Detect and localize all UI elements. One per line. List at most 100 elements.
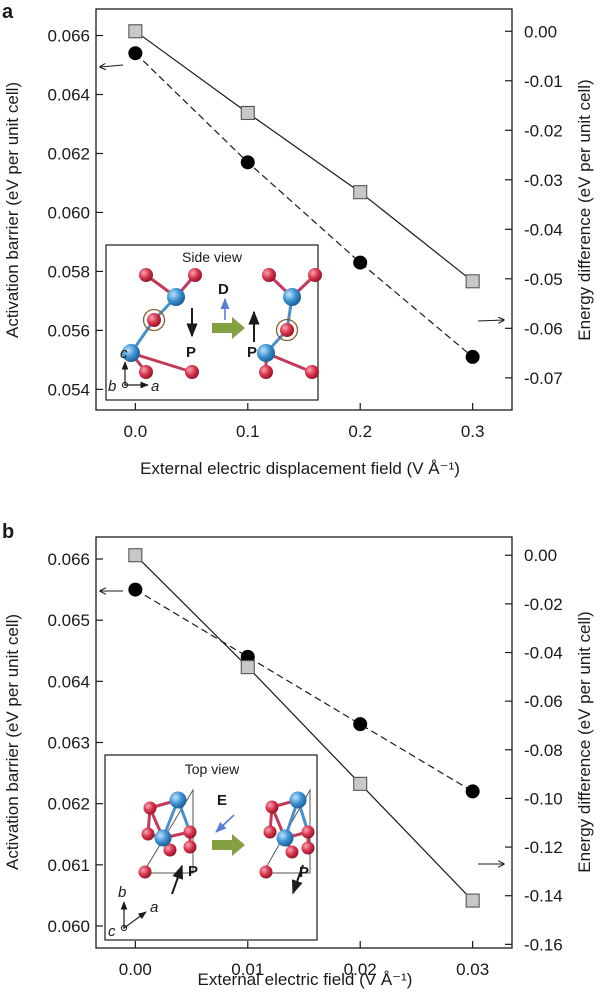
structure-right: [257, 268, 322, 379]
y2-axis-label: Energy difference (eV per unit cell): [575, 611, 594, 872]
energy-data-point: [240, 660, 255, 675]
right-axis-pointer: [477, 320, 504, 321]
x-axis-label: External electric displacement field (V …: [140, 459, 460, 478]
energy-data-point: [240, 105, 255, 121]
y-tick-label: 0.063: [47, 734, 90, 753]
structure-left: [122, 268, 202, 379]
inset-field-label: D: [218, 281, 229, 298]
axis-c-label: c: [120, 345, 128, 362]
panel-a: a 0.054 0.056 0.058 0.060 0.062 0.064 0.066 -0…: [2, 1, 594, 478]
y2-tick-label: -0.06: [524, 319, 563, 338]
y2-tick-label: -0.12: [524, 838, 563, 857]
inset-p-label-left: P: [186, 344, 196, 361]
energy-series-line: [135, 30, 473, 282]
panel-a-inset: Side view P D: [105, 244, 322, 401]
inset-title: Side view: [182, 249, 243, 265]
inset-frame: [105, 244, 319, 401]
barrier-series-line: [134, 52, 473, 358]
x-tick-label: 0.01: [231, 960, 264, 979]
y2-tick-label: 0.00: [524, 546, 557, 565]
x-tick-label: 0.3: [461, 422, 485, 441]
panel-b-inset: Top view: [104, 754, 318, 941]
inset-title: Top view: [185, 761, 240, 777]
y2-tick-label: -0.16: [524, 935, 563, 954]
y2-axis-label: Energy difference (eV per unit cell): [575, 79, 594, 340]
x-tick-label: 0.1: [236, 422, 260, 441]
barrier-data-point: [240, 155, 255, 170]
y-tick-label: 0.058: [47, 262, 90, 281]
panel-a-letter: a: [2, 1, 14, 23]
y-tick-label: 0.065: [47, 611, 90, 630]
left-axis-pointer: [100, 65, 124, 67]
y-tick-label: 0.060: [47, 917, 90, 936]
y2-tick-label: -0.10: [524, 789, 563, 808]
energy-data-point: [353, 185, 368, 200]
y-tick-label: 0.066: [47, 27, 90, 46]
y2-tick-label: -0.02: [524, 595, 563, 614]
y2-tick-label: 0.00: [524, 22, 557, 41]
energy-data-point: [465, 893, 480, 908]
x-tick-label: 0.03: [456, 960, 489, 979]
panel-b: b 0.060 0.061 0.062 0.063 0.064 0.065 0.066 -0…: [2, 521, 594, 989]
structure-right: [259, 788, 315, 879]
y2-tick-label: -0.14: [524, 887, 563, 906]
barrier-data-point: [465, 349, 480, 364]
panel-a-plot-frame: [95, 8, 513, 411]
y-axis-label: Activation barrier (eV per unit cell): [3, 82, 22, 338]
y-tick-label: 0.064: [47, 672, 90, 691]
y2-tick-label: -0.04: [524, 220, 563, 239]
transition-arrow: [212, 317, 245, 339]
y-tick-label: 0.066: [47, 550, 90, 569]
axis-b-label: b: [108, 378, 116, 395]
y2-tick-label: -0.07: [524, 369, 563, 388]
y2-tick-label: -0.08: [524, 741, 563, 760]
inset-frame: [104, 754, 318, 941]
barrier-data-point: [465, 784, 480, 799]
barrier-data-point: [353, 717, 368, 732]
polarization-arrow-right: [291, 864, 304, 895]
y-tick-label: 0.061: [47, 856, 90, 875]
energy-data-point: [465, 274, 480, 289]
y-tick-label: 0.062: [47, 795, 90, 814]
axis-c-label: c: [108, 923, 116, 940]
transition-arrow: [212, 834, 245, 856]
inset-field-label: E: [217, 792, 227, 809]
barrier-data-point: [128, 582, 143, 597]
y-tick-label: 0.064: [47, 86, 90, 105]
field-arrow: [215, 814, 235, 833]
crystal-axes-triad: b c a: [108, 884, 158, 940]
energy-data-point: [353, 776, 368, 791]
energy-data-point: [128, 24, 143, 39]
inset-p-label-right: P: [299, 864, 309, 881]
x-tick-label: 0.02: [344, 960, 377, 979]
panel-b-letter: b: [2, 521, 14, 543]
axis-b-label: b: [118, 884, 126, 901]
y2-tick-label: -0.03: [524, 171, 563, 190]
y2-tick-label: -0.06: [524, 692, 563, 711]
x-tick-label: 0.00: [119, 960, 152, 979]
crystal-axes-triad: c b a: [108, 345, 159, 395]
x-axis-label: External electric field (V Å⁻¹): [198, 970, 413, 989]
barrier-data-point: [128, 46, 143, 61]
axis-a-label: a: [151, 378, 159, 395]
axis-a-label: a: [150, 899, 158, 916]
inset-p-label-right: P: [247, 344, 257, 361]
y-tick-label: 0.056: [47, 321, 90, 340]
y2-tick-label: -0.02: [524, 121, 563, 140]
y-tick-label: 0.062: [47, 144, 90, 163]
polarization-arrow-left: [171, 864, 184, 895]
energy-series-line: [134, 554, 474, 902]
y-tick-label: 0.054: [47, 380, 90, 399]
x-tick-label: 0.2: [348, 422, 372, 441]
x-tick-label: 0.0: [124, 422, 148, 441]
inset-p-label-left: P: [188, 863, 198, 880]
y2-tick-label: -0.01: [524, 72, 563, 91]
barrier-data-point: [353, 255, 368, 270]
y2-tick-label: -0.05: [524, 270, 563, 289]
y2-tick-label: -0.04: [524, 644, 563, 663]
energy-data-point: [128, 548, 143, 563]
y-axis-label: Activation barrier (eV per unit cell): [3, 614, 22, 870]
y-tick-label: 0.060: [47, 203, 90, 222]
structure-left: [138, 788, 197, 879]
